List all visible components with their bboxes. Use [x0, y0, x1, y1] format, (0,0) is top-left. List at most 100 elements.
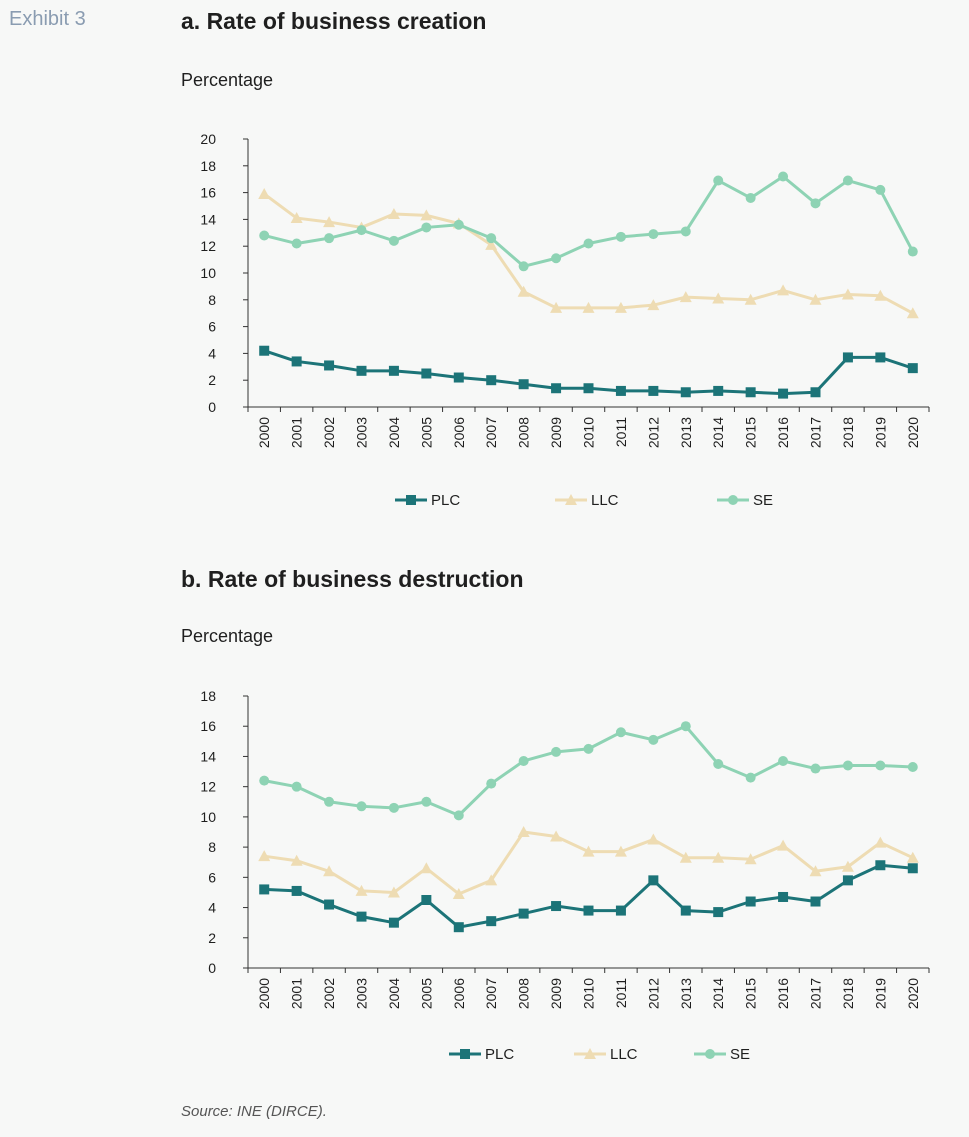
- x-tick-label: 2000: [256, 978, 272, 1009]
- x-tick-label: 2001: [289, 978, 305, 1009]
- data-point-se: [648, 229, 659, 240]
- legend-marker-plc: [406, 495, 416, 505]
- data-point-llc: [777, 284, 790, 296]
- data-point-se: [583, 743, 594, 754]
- x-tick-label: 2002: [321, 978, 337, 1009]
- x-tick-label: 2002: [321, 417, 337, 448]
- x-tick-label: 2016: [775, 978, 791, 1009]
- data-point-llc: [323, 216, 336, 228]
- data-point-se: [713, 759, 724, 769]
- data-point-llc: [387, 886, 400, 898]
- data-point-llc: [712, 851, 725, 863]
- data-point-plc: [615, 385, 626, 396]
- data-point-llc: [614, 301, 627, 313]
- data-point-plc: [713, 385, 724, 396]
- y-tick-label: 6: [208, 869, 216, 885]
- data-point-se: [291, 238, 302, 249]
- data-point-se: [551, 746, 562, 757]
- data-point-llc: [614, 845, 627, 857]
- data-point-plc: [615, 905, 626, 916]
- x-tick-label: 2014: [710, 417, 726, 448]
- legend-marker-se: [705, 1049, 715, 1059]
- data-point-plc: [907, 363, 918, 374]
- data-point-plc: [778, 388, 789, 399]
- data-point-se: [810, 198, 821, 209]
- x-tick-label: 2005: [418, 978, 434, 1009]
- data-point-se: [778, 171, 789, 182]
- x-tick-label: 2010: [581, 978, 597, 1009]
- data-point-llc: [874, 836, 887, 848]
- y-tick-label: 16: [200, 718, 216, 734]
- x-tick-label: 2020: [905, 417, 921, 448]
- data-point-se: [551, 253, 562, 264]
- data-point-llc: [809, 293, 822, 305]
- data-point-se: [388, 802, 399, 813]
- data-point-se: [875, 184, 886, 195]
- chart-b-plot: 0 2 4 6 8 10 12 14 16 18 2000 2001 2002 2003 2004 2005 2…: [200, 688, 930, 1063]
- data-point-llc: [550, 830, 563, 842]
- data-point-llc: [874, 289, 887, 301]
- data-point-llc: [906, 307, 919, 319]
- x-tick-label: 2001: [289, 417, 305, 448]
- data-point-se: [680, 226, 691, 237]
- data-point-se: [324, 233, 335, 244]
- x-tick-label: 2017: [808, 417, 824, 448]
- data-point-plc: [875, 352, 886, 363]
- y-tick-label: 8: [208, 292, 216, 308]
- data-point-plc: [453, 922, 464, 933]
- data-point-plc: [259, 345, 270, 356]
- data-point-se: [356, 225, 367, 236]
- data-point-plc: [842, 352, 853, 363]
- data-point-llc: [420, 862, 433, 874]
- x-tick-label: 2003: [354, 417, 370, 448]
- x-tick-label: 2017: [808, 978, 824, 1009]
- data-point-plc: [907, 863, 918, 874]
- data-point-llc: [582, 301, 595, 313]
- data-point-llc: [679, 851, 692, 863]
- data-point-se: [615, 231, 626, 242]
- y-tick-label: 2: [208, 930, 216, 946]
- y-tick-label: 2: [208, 372, 216, 388]
- data-point-plc: [810, 896, 821, 907]
- data-point-se: [421, 796, 432, 807]
- x-tick-label: 2018: [840, 417, 856, 448]
- x-tick-label: 2016: [775, 417, 791, 448]
- data-point-se: [388, 235, 399, 246]
- data-point-se: [615, 727, 626, 738]
- data-point-plc: [356, 911, 367, 922]
- x-tick-label: 2019: [872, 978, 888, 1009]
- x-tick-label: 2010: [581, 417, 597, 448]
- x-tick-label: 2006: [451, 417, 467, 448]
- data-point-plc: [421, 368, 432, 379]
- data-point-plc: [842, 875, 853, 886]
- legend-marker-llc: [584, 1048, 596, 1059]
- data-point-plc: [680, 905, 691, 916]
- y-tick-label: 18: [200, 158, 216, 174]
- legend-label-se: SE: [753, 492, 773, 509]
- x-tick-label: 2004: [386, 417, 402, 448]
- data-point-se: [259, 775, 270, 786]
- data-point-plc: [291, 356, 302, 367]
- data-point-plc: [324, 899, 335, 910]
- y-tick-label: 12: [200, 779, 216, 795]
- x-tick-label: 2000: [256, 417, 272, 448]
- y-tick-label: 4: [208, 900, 216, 916]
- data-point-llc: [841, 288, 854, 300]
- data-point-plc: [778, 891, 789, 902]
- data-point-se: [486, 233, 497, 244]
- data-point-plc: [680, 387, 691, 398]
- chart-a-ylabel: Percentage: [181, 70, 274, 90]
- data-point-se: [875, 760, 886, 771]
- x-tick-label: 2008: [516, 417, 532, 448]
- data-point-se: [810, 763, 821, 774]
- x-tick-label: 2009: [548, 417, 564, 448]
- data-point-llc: [290, 212, 303, 224]
- data-point-se: [907, 762, 918, 773]
- data-point-se: [291, 781, 302, 792]
- legend-label-llc: LLC: [610, 1046, 638, 1063]
- y-tick-label: 10: [200, 809, 216, 825]
- chart-b-ylabel: Percentage: [181, 626, 274, 646]
- data-point-plc: [259, 884, 270, 895]
- data-point-plc: [518, 908, 529, 919]
- y-tick-label: 20: [200, 131, 216, 147]
